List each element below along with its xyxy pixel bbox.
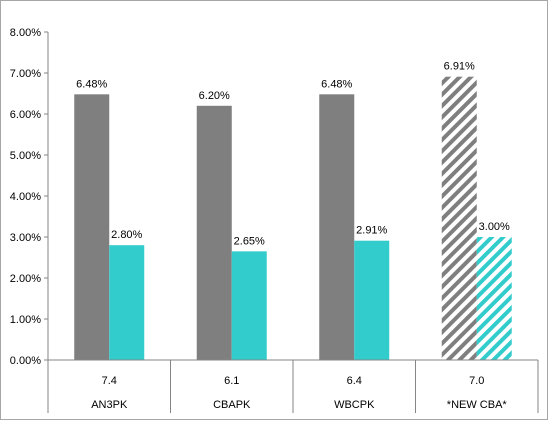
- category-label-top: 7.4: [102, 375, 117, 387]
- y-tick-label: 0.00%: [10, 355, 41, 367]
- category-label-bottom: *NEW CBA*: [447, 399, 508, 411]
- bar-series-1: [196, 105, 232, 360]
- y-tick-label: 6.00%: [10, 109, 41, 121]
- bar-series-2: [109, 245, 145, 360]
- data-label-series-2: 2.65%: [234, 235, 265, 247]
- category-label-top: 6.4: [347, 375, 362, 387]
- y-tick-label: 5.00%: [10, 150, 41, 162]
- axes-group: [44, 31, 539, 413]
- bar-series-2: [476, 237, 512, 360]
- bar-series-1: [319, 94, 355, 360]
- labels-group: 0.00% 1.00% 2.00% 3.00% 4.00% 5.00% 6.00% 7.00%…: [10, 27, 510, 411]
- data-label-series-2: 3.00%: [479, 221, 510, 233]
- bar-series-2: [231, 251, 267, 360]
- data-label-series-2: 2.80%: [111, 229, 142, 241]
- category-label-bottom: WBCPK: [334, 399, 375, 411]
- category-label-bottom: AN3PK: [91, 399, 128, 411]
- y-tick-label: 3.00%: [10, 232, 41, 244]
- category-label-top: 6.1: [224, 375, 239, 387]
- bar-series-1: [74, 94, 110, 360]
- data-label-series-2: 2.91%: [356, 225, 387, 237]
- category-label-top: 7.0: [469, 375, 484, 387]
- y-tick-label: 8.00%: [10, 27, 41, 39]
- bars-group: [74, 76, 512, 360]
- data-label-series-1: 6.48%: [321, 78, 352, 90]
- y-tick-label: 2.00%: [10, 273, 41, 285]
- y-tick-label: 7.00%: [10, 68, 41, 80]
- y-tick-label: 1.00%: [10, 314, 41, 326]
- data-label-series-1: 6.91%: [444, 61, 475, 73]
- y-tick-label: 4.00%: [10, 191, 41, 203]
- category-label-bottom: CBAPK: [213, 399, 251, 411]
- bar-series-1: [441, 76, 477, 360]
- data-label-series-1: 6.48%: [76, 78, 107, 90]
- bar-series-2: [354, 240, 390, 360]
- data-label-series-1: 6.20%: [199, 90, 230, 102]
